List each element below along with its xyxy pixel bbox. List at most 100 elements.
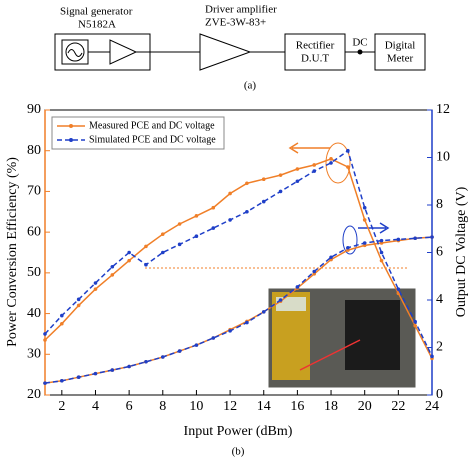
y2-tick-label: 4: [436, 292, 443, 307]
block-diagram: [54, 33, 426, 71]
driver-amp: [150, 33, 285, 71]
arrow: [288, 142, 330, 154]
point: [60, 378, 64, 383]
point: [245, 320, 249, 325]
point: [43, 332, 47, 336]
point: [93, 281, 98, 285]
point: [312, 169, 317, 173]
legend-box: [51, 116, 225, 150]
label: Rectifier: [296, 40, 335, 52]
label: D.U.T: [301, 53, 329, 65]
y2-tick-label: 12: [436, 102, 450, 117]
point: [278, 173, 283, 177]
legend-marker: [69, 124, 73, 128]
point: [346, 165, 350, 169]
highlight: [342, 225, 358, 255]
point: [60, 321, 64, 326]
point: [295, 285, 300, 289]
x-tick-label: 20: [358, 399, 372, 414]
x-tick-label: 16: [290, 399, 304, 414]
point: [312, 269, 317, 274]
point: [177, 222, 182, 226]
point: [329, 161, 333, 165]
inset-display: [276, 297, 306, 311]
point: [413, 323, 417, 328]
point: [278, 298, 283, 302]
label: Digital: [385, 40, 416, 52]
y-tick-label: 60: [27, 224, 41, 239]
generator-amp: [88, 39, 150, 65]
point: [127, 364, 131, 369]
point: [278, 189, 283, 194]
label: ZVE-3W-83+: [205, 17, 266, 29]
x-tick-label: 24: [425, 399, 439, 414]
label: DC: [352, 37, 367, 49]
caption: (b): [232, 446, 245, 458]
point: [211, 205, 216, 210]
point: [413, 319, 417, 324]
legend-marker: [69, 138, 73, 142]
point: [430, 354, 434, 359]
point: [93, 287, 98, 291]
caption: (a): [244, 80, 257, 92]
point: [413, 236, 417, 241]
point: [430, 235, 434, 239]
y2-tick-label: 0: [436, 387, 443, 402]
point: [144, 244, 148, 249]
point: [379, 258, 384, 263]
y-tick-label: 40: [27, 306, 41, 321]
point: [396, 287, 401, 291]
point: [362, 218, 367, 222]
x-tick-label: 6: [126, 399, 133, 414]
y2-tick-label: 6: [436, 245, 443, 260]
point: [211, 336, 216, 340]
y-tick-label: 30: [27, 347, 41, 362]
point: [127, 258, 131, 263]
meter-box: [374, 33, 426, 71]
series-line: [44, 236, 433, 384]
point: [312, 163, 317, 167]
y-tick-label: 90: [27, 102, 41, 117]
highlight: [325, 142, 351, 184]
x-tick-label: 10: [189, 399, 203, 414]
point: [379, 238, 384, 243]
point: [60, 313, 64, 318]
point: [211, 226, 216, 230]
point: [379, 250, 384, 255]
y2-tick-label: 8: [436, 197, 443, 212]
point: [110, 264, 115, 269]
point: [76, 375, 81, 379]
inset-wire: [299, 339, 361, 371]
point: [144, 359, 148, 364]
point: [346, 148, 350, 153]
point: [177, 349, 182, 353]
series-line: [44, 149, 433, 357]
y2-axis-label: Output DC Voltage (V): [454, 186, 469, 317]
point: [295, 179, 300, 184]
point: [396, 237, 401, 242]
point: [76, 303, 81, 308]
x-tick-label: 18: [324, 399, 338, 414]
point: [228, 191, 232, 196]
y2-tick-label: 2: [436, 340, 443, 355]
point: [245, 209, 249, 214]
point: [127, 250, 131, 255]
y2-tick-label: 10: [436, 150, 450, 165]
y-tick-label: 20: [27, 387, 41, 402]
point: [329, 255, 333, 260]
point: [261, 199, 266, 204]
y-tick-label: 50: [27, 265, 41, 280]
point: [295, 167, 300, 171]
inset-board: [345, 300, 400, 370]
x-axis-label: Input Power (dBm): [184, 424, 293, 439]
point: [144, 262, 148, 267]
point: [93, 371, 98, 376]
x-tick-label: 14: [257, 399, 271, 414]
point: [177, 242, 182, 247]
label: N5182A: [78, 19, 116, 31]
point: [261, 310, 266, 314]
point: [346, 245, 350, 250]
source-circle: [65, 42, 85, 62]
point: [194, 343, 199, 347]
point: [245, 181, 249, 186]
